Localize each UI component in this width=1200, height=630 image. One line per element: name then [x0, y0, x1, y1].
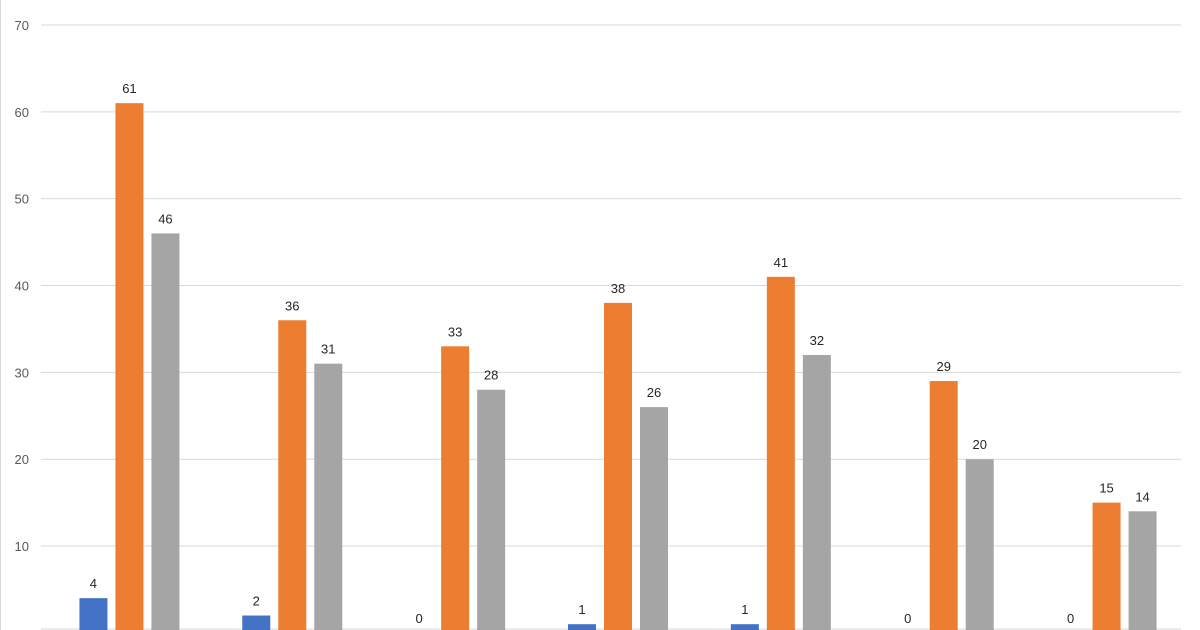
data-label-s1-c4: 1 [578, 602, 585, 617]
data-label-s2-c1: 61 [122, 81, 136, 96]
bar-s3-c4 [640, 407, 668, 630]
data-label-s3-c1: 46 [158, 211, 172, 226]
bar-s1-c5 [730, 624, 759, 630]
bar-s2-c7 [1092, 502, 1121, 630]
bar-s3-c6 [965, 459, 994, 630]
y-tick-label: 60 [15, 105, 29, 120]
y-tick-label: 70 [15, 18, 29, 33]
y-tick-label: 40 [15, 279, 29, 294]
data-label-s1-c1: 4 [90, 576, 97, 591]
data-label-s3-c4: 26 [647, 385, 661, 400]
data-label-s3-c2: 31 [321, 342, 335, 357]
y-tick-label: 20 [15, 452, 29, 467]
data-label-s2-c5: 41 [774, 255, 788, 270]
bar-s3-c7 [1128, 511, 1157, 630]
y-axis-ticks: 10 20 30 40 50 60 70 [15, 18, 29, 554]
data-label-s1-c6: 0 [904, 611, 911, 626]
data-label-s3-c3: 28 [484, 368, 498, 383]
bar-s2-c1 [115, 103, 144, 630]
data-labels: 4 61 46 2 36 31 0 33 28 1 38 26 1 41 32 0 29 20 0 15 14 [90, 81, 1150, 626]
bar-s2-c5 [766, 276, 795, 630]
y-tick-label: 30 [15, 365, 29, 380]
data-label-s3-c7: 14 [1135, 489, 1149, 504]
bar-s3-c5 [802, 354, 831, 630]
bar-s1-c4 [568, 624, 596, 630]
data-label-s2-c4: 38 [611, 281, 625, 296]
bar-s3-c1 [151, 233, 180, 630]
data-label-s1-c7: 0 [1067, 611, 1074, 626]
y-tick-label: 50 [15, 192, 29, 207]
bar-s2-c2 [278, 320, 307, 630]
bar-s3-c3 [477, 389, 506, 630]
data-label-s1-c2: 2 [253, 594, 260, 609]
y-tick-label: 10 [15, 539, 29, 554]
data-label-s1-c5: 1 [741, 602, 748, 617]
data-label-s3-c6: 20 [972, 437, 986, 452]
data-label-s2-c3: 33 [448, 324, 462, 339]
data-label-s1-c3: 0 [416, 611, 423, 626]
data-label-s2-c2: 36 [285, 298, 299, 313]
bar-s2-c3 [441, 346, 470, 630]
data-label-s2-c6: 29 [936, 359, 950, 374]
bar-s2-c4 [604, 302, 632, 630]
bar-s1-c2 [242, 615, 271, 630]
data-label-s3-c5: 32 [810, 333, 824, 348]
data-label-s2-c7: 15 [1099, 481, 1113, 496]
bar-s1-c1 [79, 598, 108, 630]
bars [79, 103, 1157, 630]
bar-s3-c2 [314, 363, 343, 630]
bar-s2-c6 [929, 381, 958, 630]
